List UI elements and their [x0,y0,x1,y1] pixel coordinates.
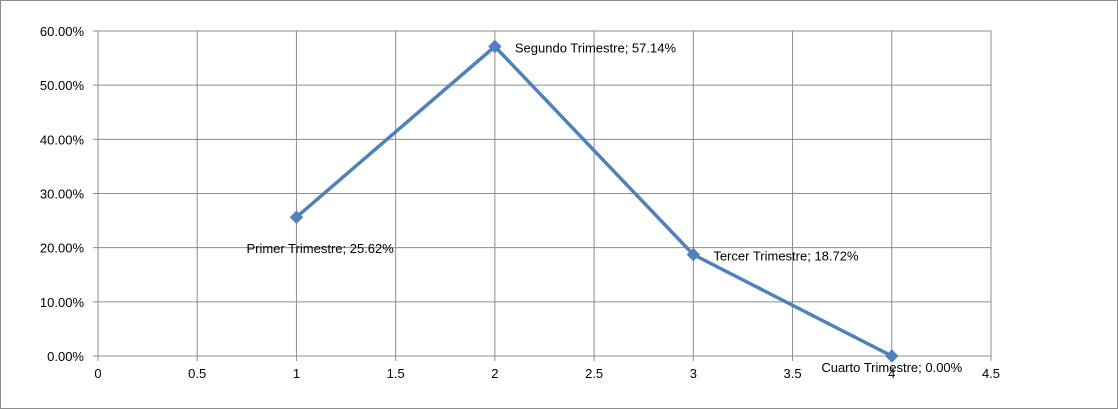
gridlines [93,30,992,361]
data-label: Cuarto Trimestre; 0.00% [821,360,962,375]
x-tick-label: 1.5 [387,366,405,381]
y-tick-label: 0.00% [47,349,84,364]
x-tick-label: 3 [690,366,697,381]
data-point-marker [686,247,701,262]
x-tick-label: 1 [293,366,300,381]
data-label: Tercer Trimestre; 18.72% [713,249,859,264]
y-axis-ticks: 0.00% 10.00% 20.00% 30.00% 40.00% 50.00% 60.00… [40,24,85,364]
series-group [289,39,899,363]
y-tick-label: 20.00% [40,241,85,256]
x-tick-label: 0 [94,366,101,381]
data-point-marker [289,210,304,224]
y-tick-label: 40.00% [40,132,85,147]
x-tick-label: 0.5 [188,366,206,381]
data-point-marker [488,39,502,54]
y-tick-label: 50.00% [40,78,85,93]
x-tick-label: 2.5 [585,366,603,381]
data-labels: Primer Trimestre; 25.62% Segundo Trimestr… [246,40,962,375]
series-line [295,44,893,358]
y-tick-label: 10.00% [40,295,85,310]
y-tick-label: 30.00% [40,187,85,202]
x-tick-label: 4.5 [982,366,1000,381]
x-tick-label: 2 [491,366,498,381]
data-point-marker [885,349,899,363]
x-axis-ticks: 0 0.5 1 1.5 2 2.5 3 3.5 4 4.5 [94,366,1000,381]
data-label: Segundo Trimestre; 57.14% [515,40,677,55]
x-tick-label: 3.5 [784,366,802,381]
x-tick-label: 4 [888,366,895,381]
data-label: Primer Trimestre; 25.62% [246,241,394,256]
y-tick-label: 60.00% [40,24,85,39]
